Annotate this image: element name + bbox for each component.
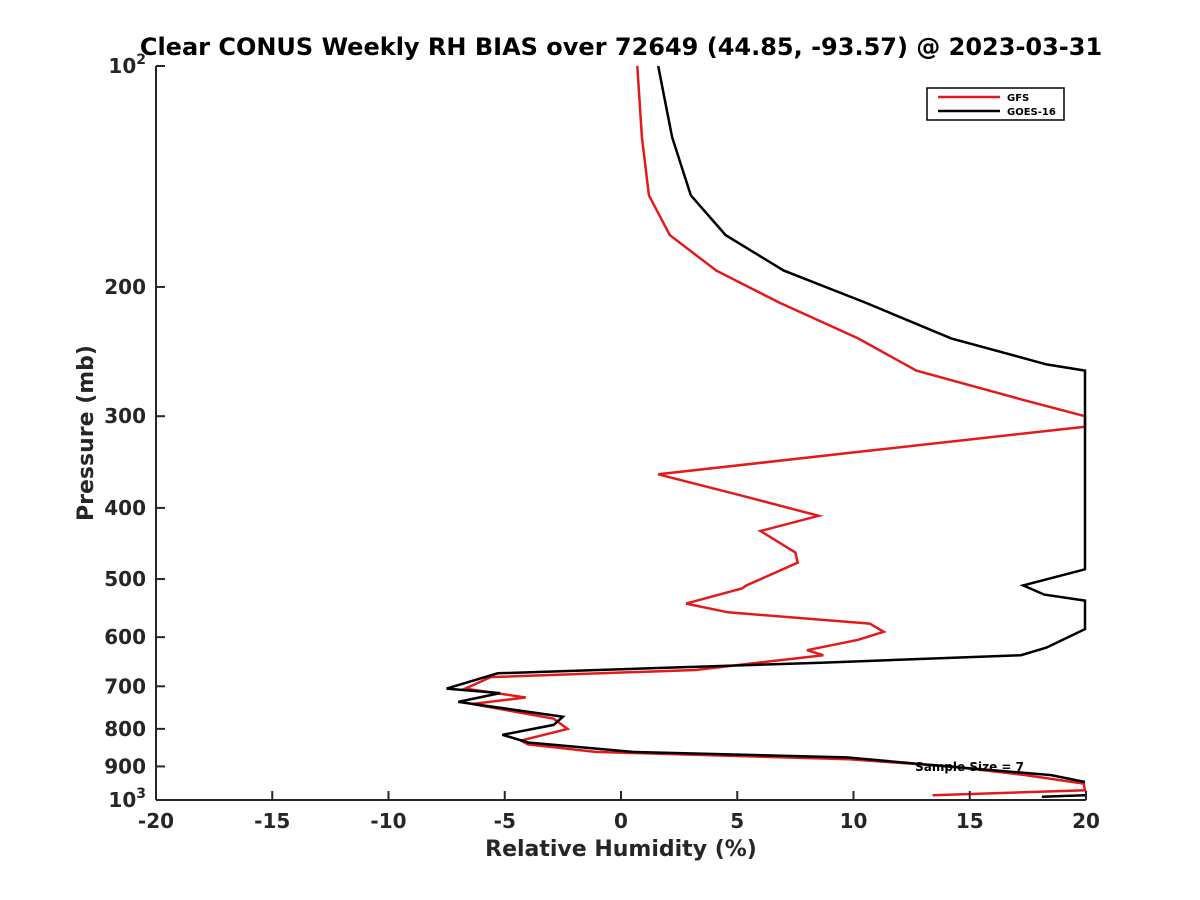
y-tick-label: 800 [104, 717, 146, 741]
legend: GFS GOES-16 [926, 87, 1065, 121]
y-tick-label: 400 [104, 496, 146, 520]
y-tick-label: 900 [104, 754, 146, 778]
legend-label-gfs: GFS [1007, 93, 1029, 104]
y-tick-label: 102 [108, 52, 146, 78]
x-tick-label: 5 [730, 809, 744, 833]
x-tick-label: 10 [840, 809, 868, 833]
y-tick-label: 700 [104, 674, 146, 698]
x-tick-label: -10 [370, 809, 406, 833]
x-axis-title: Relative Humidity (%) [485, 837, 757, 862]
series-layer [446, 65, 1087, 799]
plot-area [156, 66, 1086, 800]
y-tick-label: 200 [104, 275, 146, 299]
y-tick-label: 300 [104, 404, 146, 428]
x-tick-label: 15 [956, 809, 984, 833]
y-tick-label: 103 [108, 786, 146, 812]
y-ticks: 102 200 300 400 500 600 700 800 900 103 [104, 52, 165, 812]
y-axis-title: Pressure (mb) [74, 345, 99, 521]
legend-label-goes16: GOES-16 [1007, 107, 1056, 118]
y-tick-label: 500 [104, 567, 146, 591]
x-ticks: -20 -15 -10 -5 0 5 10 15 20 [138, 791, 1100, 833]
x-tick-label: -5 [494, 809, 516, 833]
x-tick-label: -15 [254, 809, 290, 833]
series-line-goes-16-2 [1041, 793, 1086, 799]
x-tick-label: 20 [1072, 809, 1100, 833]
plot-frame [156, 66, 1086, 800]
series-line-gfs-0 [460, 65, 1087, 797]
legend-box [926, 87, 1065, 121]
chart-title: Clear CONUS Weekly RH BIAS over 72649 (4… [140, 33, 1102, 61]
x-tick-label: -20 [138, 809, 174, 833]
x-tick-label: 0 [614, 809, 628, 833]
series-line-goes-16-1 [446, 65, 1087, 784]
sample-size-annotation: Sample Size = 7 [915, 760, 1024, 774]
y-tick-label: 600 [104, 625, 146, 649]
